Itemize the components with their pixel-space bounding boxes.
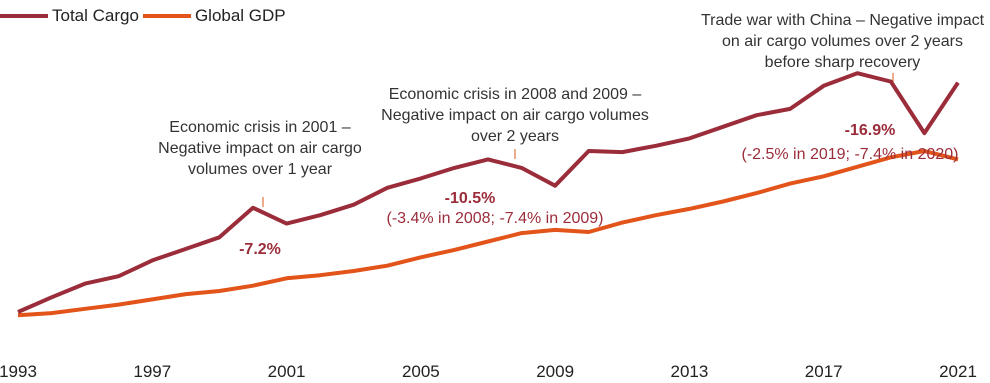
- x-tick-label-2013: 2013: [671, 362, 709, 381]
- x-axis-ticks: 1993 1997 2001 2005 2009 2013 2017 2021: [0, 362, 977, 381]
- x-tick-label-2017: 2017: [805, 362, 843, 381]
- legend-item-total-cargo: Total Cargo: [0, 6, 139, 26]
- annotation-trade-war: Trade war with China – Negative impact o…: [700, 12, 985, 71]
- change-label-2009: -10.5%: [444, 190, 496, 207]
- legend: Total Cargo Global GDP: [0, 6, 290, 26]
- x-tick-label-2009: 2009: [536, 362, 574, 381]
- legend-item-global-gdp: Global GDP: [142, 6, 286, 26]
- x-tick-label-2021: 2021: [939, 362, 977, 381]
- change-detail-2020: (-2.5% in 2019; -7.4% in 2020): [741, 146, 959, 163]
- x-tick-label-1997: 1997: [133, 362, 171, 381]
- legend-swatch-total-cargo: [0, 14, 48, 18]
- annotation-2001: Economic crisis in 2001 – Negative impac…: [158, 119, 362, 178]
- legend-swatch-global-gdp: [142, 14, 191, 18]
- change-detail-2009: (-3.4% in 2008; -7.4% in 2009): [386, 210, 604, 227]
- annotation-2008: Economic crisis in 2008 and 2009 – Negat…: [381, 86, 649, 145]
- series-line-total-cargo: [17, 71, 960, 314]
- change-label-2020: -16.9%: [844, 122, 896, 139]
- x-tick-label-2001: 2001: [268, 362, 306, 381]
- series-line-global-gdp: [17, 149, 959, 318]
- legend-label-global-gdp: Global GDP: [194, 6, 286, 25]
- legend-label-total-cargo: Total Cargo: [52, 6, 139, 25]
- change-label-2001: -7.2%: [239, 241, 281, 258]
- x-tick-label-2005: 2005: [402, 362, 440, 381]
- x-tick-label-1993: 1993: [0, 362, 37, 381]
